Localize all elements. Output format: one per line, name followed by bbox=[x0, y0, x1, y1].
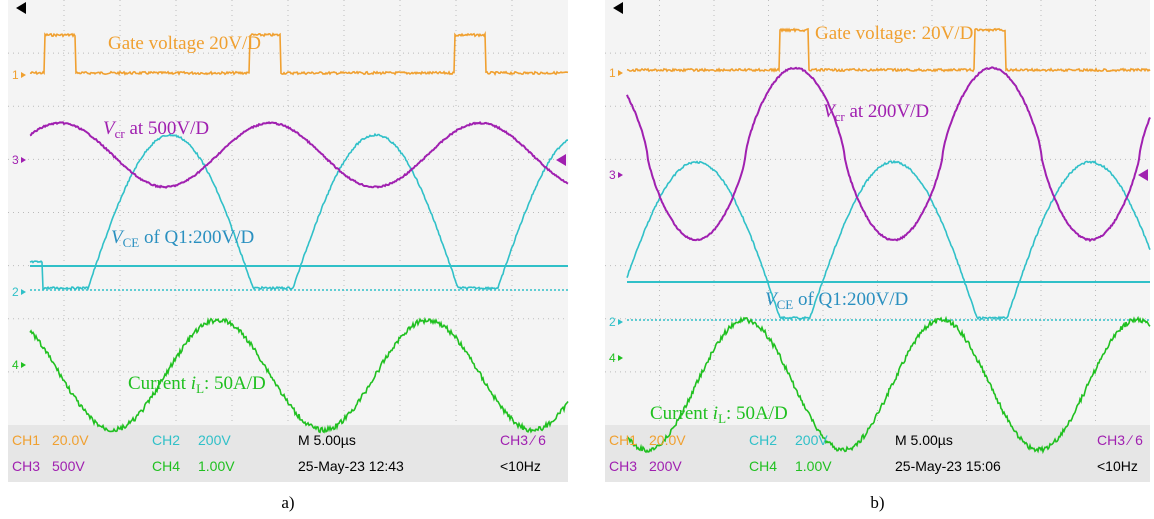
vce-part: of Q1:200V/D bbox=[139, 227, 254, 248]
vce-part: CE bbox=[123, 235, 140, 250]
current-part: L bbox=[718, 411, 726, 426]
readout-text: 1.00V bbox=[198, 458, 235, 474]
readout-text: 20.0V bbox=[52, 432, 89, 448]
readout-text: 25-May-23 15:06 bbox=[895, 458, 1001, 474]
caption: a) bbox=[281, 493, 294, 512]
readout-text: CH2 bbox=[152, 432, 180, 448]
current-part: : 50A/D bbox=[204, 373, 266, 394]
readout-text: <10Hz bbox=[1097, 458, 1138, 474]
current-part: Current bbox=[128, 373, 191, 394]
readout-text: 200V bbox=[795, 432, 828, 448]
readout-text: M 5.00µs bbox=[895, 432, 953, 448]
readout-text: 20.0V bbox=[649, 432, 686, 448]
readout-text: CH1 bbox=[12, 432, 40, 448]
channel-marker: 4 bbox=[12, 358, 19, 372]
channel-marker: 4 bbox=[609, 351, 616, 365]
readout-bar bbox=[8, 425, 568, 482]
readout-text: CH1 bbox=[609, 432, 637, 448]
vce-part: of Q1:200V/D bbox=[793, 289, 908, 310]
current-part: Current bbox=[650, 403, 713, 424]
readout-text: 200V bbox=[649, 458, 682, 474]
readout-text: CH3 ∕ 6 bbox=[1097, 432, 1143, 448]
readout-text: 1.00V bbox=[795, 458, 832, 474]
channel-marker: 2 bbox=[12, 285, 19, 299]
channel-marker: 1 bbox=[609, 66, 616, 80]
readout-text: 500V bbox=[52, 458, 85, 474]
channel-marker: 2 bbox=[609, 315, 616, 329]
gate-label: Gate voltage: 20V/D bbox=[815, 23, 973, 44]
readout-text: <10Hz bbox=[500, 458, 541, 474]
readout-text: 25-May-23 12:43 bbox=[298, 458, 404, 474]
readout-text: CH2 bbox=[749, 432, 777, 448]
readout-text: M 5.00µs bbox=[298, 432, 356, 448]
readout-text: CH3 ∕ 6 bbox=[500, 432, 546, 448]
channel-marker: 1 bbox=[12, 68, 19, 82]
vcr-part: at 500V/D bbox=[125, 118, 209, 139]
current-part: : 50A/D bbox=[726, 403, 788, 424]
channel-marker: 3 bbox=[609, 168, 616, 182]
readout-text: CH4 bbox=[152, 458, 180, 474]
figure: 1324Gate voltage 20V/DVcr at 500V/DVCE o… bbox=[0, 0, 1154, 519]
readout-text: 200V bbox=[198, 432, 231, 448]
readout-text: CH4 bbox=[749, 458, 777, 474]
readout-text: CH3 bbox=[609, 458, 637, 474]
channel-marker: 3 bbox=[12, 153, 19, 167]
gate-label: Gate voltage 20V/D bbox=[108, 33, 261, 54]
readout-bar bbox=[605, 425, 1150, 482]
current-part: L bbox=[196, 381, 204, 396]
readout-text: CH3 bbox=[12, 458, 40, 474]
vcr-part: at 200V/D bbox=[845, 101, 929, 122]
caption: b) bbox=[870, 493, 884, 512]
vce-part: CE bbox=[777, 297, 794, 312]
screen bbox=[605, 0, 1150, 425]
